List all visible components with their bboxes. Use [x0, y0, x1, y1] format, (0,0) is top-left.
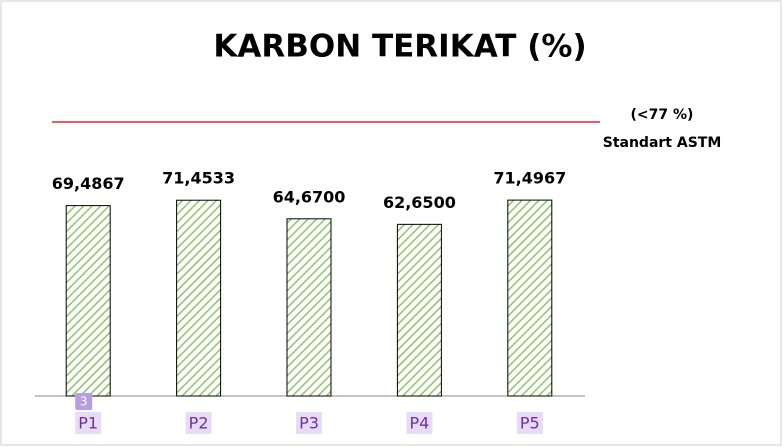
- data-label: 62,6500: [383, 193, 456, 212]
- label-highlight: [406, 412, 433, 434]
- data-label: 69,4867: [52, 174, 125, 193]
- bar: [286, 218, 332, 397]
- label-highlight: [296, 412, 322, 434]
- x-tick-label: P4: [409, 414, 429, 433]
- bar: [176, 199, 222, 397]
- chart-title: KARBON TERIKAT (%): [213, 29, 586, 65]
- x-tick-label: P2: [189, 414, 209, 433]
- bar: [396, 223, 442, 397]
- label-highlight: [75, 412, 102, 434]
- x-tick-label: P1: [78, 414, 98, 433]
- badge: [75, 393, 93, 410]
- annotation: Standart ASTM: [603, 135, 722, 151]
- annotation: (<77 %): [631, 107, 694, 123]
- badge-text: 3: [80, 395, 88, 409]
- bar: [65, 205, 111, 397]
- data-label: 71,4967: [493, 169, 566, 188]
- label-highlight: [185, 412, 212, 434]
- x-tick-label: P3: [299, 414, 319, 433]
- data-label: 71,4533: [162, 169, 235, 188]
- label-highlight: [516, 412, 543, 434]
- x-tick-label: P5: [520, 414, 540, 433]
- data-label: 64,6700: [273, 187, 346, 206]
- bar: [507, 199, 553, 397]
